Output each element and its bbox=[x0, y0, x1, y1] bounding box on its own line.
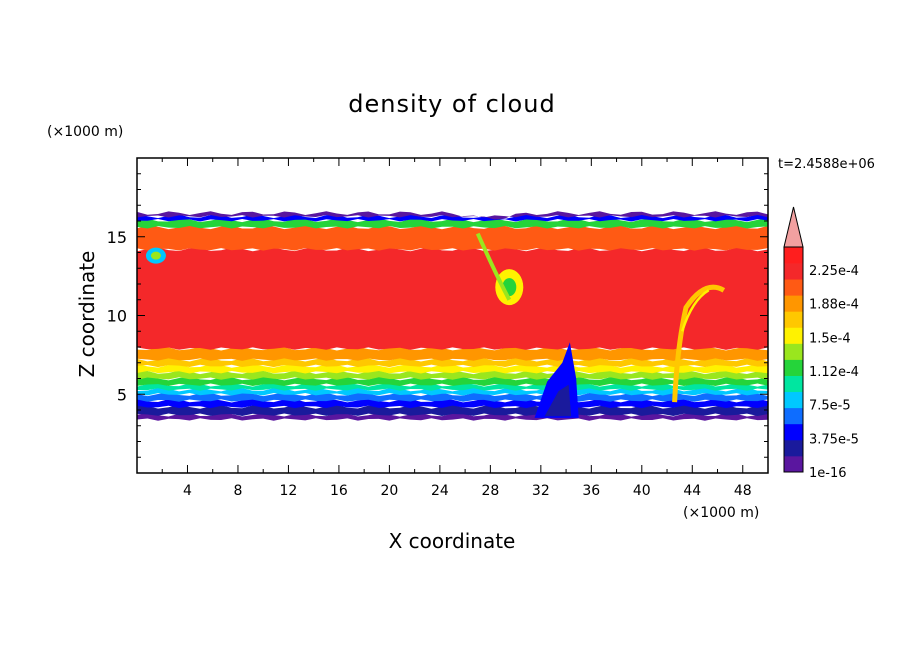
time-label: t=2.4588e+06 bbox=[778, 157, 875, 172]
colorbar-swatch bbox=[784, 327, 803, 344]
colorbar-swatch bbox=[784, 391, 803, 409]
x-tick-label: 12 bbox=[280, 483, 298, 499]
y-tick-label: 5 bbox=[117, 385, 127, 404]
swirl-arm bbox=[475, 232, 512, 301]
colorbar-swatch bbox=[784, 407, 803, 425]
density-band bbox=[137, 346, 768, 361]
x-tick-label: 32 bbox=[532, 483, 550, 499]
density-band bbox=[137, 211, 768, 220]
y-axis-title: Z coordinate bbox=[75, 251, 99, 378]
x-tick-label: 16 bbox=[330, 483, 348, 499]
density-band bbox=[137, 225, 768, 251]
colorbar-swatch bbox=[784, 247, 803, 264]
x-tick-label: 24 bbox=[431, 483, 449, 499]
colorbar: 2.25e-4 1.88e-4 1.5e-4 1.12e-4 7.5e-5 3.75e-5… bbox=[783, 206, 859, 481]
x-tick-label: 36 bbox=[582, 483, 600, 499]
x-axis-title: X coordinate bbox=[389, 529, 516, 553]
density-band bbox=[137, 214, 768, 222]
edge-swirl-core bbox=[150, 251, 161, 260]
rising-plume-core bbox=[680, 289, 710, 332]
colorbar-label: 2.25e-4 bbox=[809, 264, 859, 279]
density-band bbox=[137, 387, 768, 396]
colorbar-swatch bbox=[784, 423, 803, 441]
x-tick-label: 40 bbox=[633, 483, 651, 499]
updraft-core bbox=[544, 384, 572, 417]
y-tick-label: 10 bbox=[107, 307, 127, 326]
chart-title: density of cloud bbox=[348, 90, 555, 118]
density-band bbox=[137, 247, 768, 350]
x-tick-label: 48 bbox=[734, 483, 752, 499]
colorbar-extend-arrow bbox=[783, 206, 804, 248]
density-band bbox=[137, 218, 768, 229]
colorbar-swatch bbox=[784, 311, 803, 328]
y-tick-label: 15 bbox=[107, 228, 127, 247]
density-band bbox=[137, 364, 768, 374]
density-band bbox=[137, 370, 768, 380]
colorbar-swatch bbox=[784, 295, 803, 312]
density-band bbox=[137, 376, 768, 387]
colorbar-label: 1.88e-4 bbox=[809, 298, 859, 313]
x-tick-label: 20 bbox=[380, 483, 398, 499]
colorbar-swatch bbox=[784, 455, 803, 473]
x-tick-label: 44 bbox=[683, 483, 701, 499]
colorbar-swatch bbox=[784, 375, 803, 393]
cloud-density-field bbox=[137, 211, 768, 421]
x-tick-label: 28 bbox=[481, 483, 499, 499]
colorbar-frame bbox=[783, 246, 804, 473]
colorbar-swatch bbox=[784, 263, 803, 280]
colorbar-swatch bbox=[784, 439, 803, 457]
colorbar-label: 3.75e-5 bbox=[809, 432, 859, 447]
colorbar-label: 1.5e-4 bbox=[809, 331, 851, 346]
colorbar-label: 1.12e-4 bbox=[809, 365, 859, 380]
colorbar-swatch bbox=[784, 279, 803, 296]
x-unit-label: (×1000 m) bbox=[683, 505, 759, 521]
density-band bbox=[137, 382, 768, 391]
colorbar-swatch bbox=[784, 359, 803, 376]
colorbar-label: 7.5e-5 bbox=[809, 399, 851, 414]
y-unit-label: (×1000 m) bbox=[47, 124, 123, 140]
colorbar-swatch bbox=[784, 343, 803, 360]
x-tick-label: 4 bbox=[183, 483, 192, 499]
colorbar-label: 1e-16 bbox=[809, 466, 847, 481]
rising-plume bbox=[672, 284, 726, 403]
x-tick-label: 8 bbox=[233, 483, 242, 499]
